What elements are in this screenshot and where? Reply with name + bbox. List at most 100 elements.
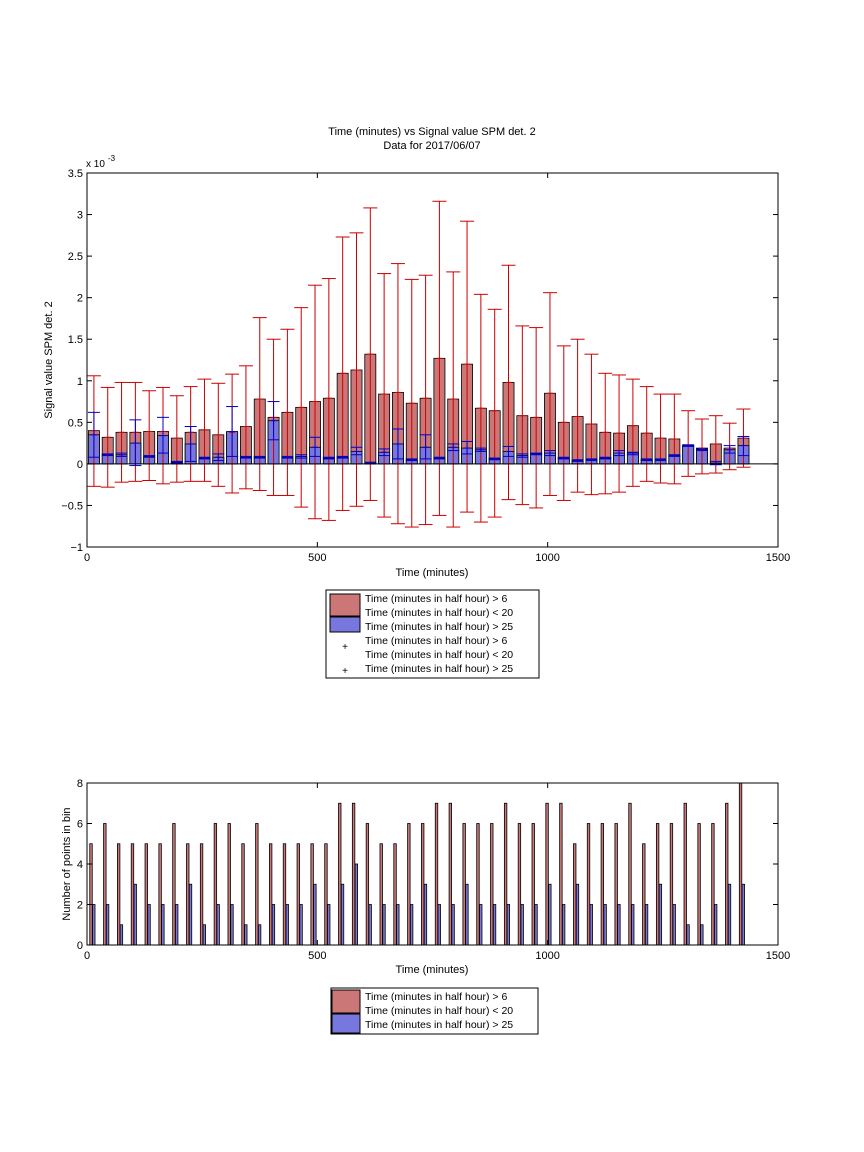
count-bar-blue [285, 904, 289, 946]
count-chart: 0 500 1000 1500 0 2 4 6 8 Time (minutes) Number… [61, 778, 790, 1035]
count-bar-red [614, 823, 618, 946]
count-bar-red [213, 823, 218, 946]
count-bar-red [89, 843, 93, 946]
signal-x-tick-label: 0 [84, 552, 90, 564]
count-bar-red [393, 843, 397, 946]
count-bar-red [462, 823, 466, 946]
count-legend-label-red-line2: Time (minutes in half hour) < 20 [365, 1005, 513, 1017]
signal-chart-subtitle: Data for 2017/06/07 [383, 140, 480, 152]
count-bar-blue [396, 904, 400, 946]
signal-y-tick-label: 2 [77, 293, 83, 305]
count-bar-blue [714, 904, 718, 946]
count-bar-red [738, 782, 743, 946]
count-bar-red [503, 802, 508, 946]
count-bar-blue [589, 904, 593, 946]
count-x-tick-label: 1000 [535, 950, 559, 962]
signal-y-axis: −1 −0.5 0 0.5 1 1.5 2 2.5 3 3.5 [61, 168, 778, 554]
count-bar-blue [382, 904, 386, 946]
count-legend-label-blue: Time (minutes in half hour) > 25 [365, 1019, 513, 1031]
count-x-tick-label: 500 [308, 950, 326, 962]
legend-label-red-marker-line2: Time (minutes in half hour) < 20 [365, 649, 513, 661]
count-bar-blue [354, 863, 358, 946]
count-bar-red [434, 802, 439, 946]
signal-y-tick-label: 3.5 [68, 168, 83, 180]
count-bar-blue [313, 883, 317, 946]
signal-legend: Time (minutes in half hour) > 6 Time (mi… [325, 589, 540, 679]
count-bar-red [296, 843, 300, 946]
count-bar-blue [644, 904, 649, 946]
count-bar-red [199, 843, 204, 946]
count-legend: Time (minutes in half hour) > 6 Time (mi… [330, 987, 539, 1035]
count-bar-red [282, 843, 287, 946]
count-y-tick-label: 0 [77, 940, 83, 952]
count-bar-red [407, 823, 411, 946]
count-bar-red [586, 823, 591, 946]
count-bar-red [365, 823, 370, 946]
count-bar-red [683, 802, 687, 946]
count-legend-label-red-line1: Time (minutes in half hour) > 6 [365, 991, 507, 1003]
count-bar-red [531, 823, 535, 946]
signal-chart-title: Time (minutes) vs Signal value SPM det. … [328, 126, 535, 138]
count-bar-blue [299, 904, 303, 946]
count-bar-blue [188, 883, 193, 946]
count-bar-blue [700, 924, 704, 946]
count-bar-blue [520, 904, 524, 946]
count-bar-blue [479, 904, 483, 946]
count-bar-blue [327, 904, 331, 946]
legend-label-red-line1: Time (minutes in half hour) > 6 [365, 593, 507, 605]
count-bar-red [711, 823, 715, 946]
signal-x-axis-label: Time (minutes) [396, 567, 469, 579]
count-bar-blue [534, 904, 538, 946]
count-y-axis: 0 2 4 6 8 [77, 778, 778, 952]
count-legend-box [330, 987, 539, 1035]
count-bar-red [517, 823, 522, 946]
count-bar-blue [548, 883, 552, 946]
count-legend-patch-red [331, 989, 361, 1014]
count-bar-red [476, 823, 480, 946]
signal-y-tick-label: −0.5 [61, 500, 83, 512]
signal-legend-box [325, 589, 540, 679]
count-bar-blue [119, 924, 124, 946]
count-bar-red [227, 823, 231, 946]
count-bar-blue [506, 904, 511, 946]
signal-y-tick-label: 3 [77, 210, 83, 222]
count-bar-blue [340, 883, 345, 946]
count-bar-red [172, 823, 176, 946]
count-bar-blue [575, 883, 580, 946]
y-exponent-base: x 10 [86, 159, 105, 170]
count-bar-red [642, 843, 646, 946]
count-bar-blue [230, 904, 234, 946]
count-bar-red [144, 843, 148, 946]
count-bar-red [490, 823, 494, 946]
legend-patch-blue [329, 616, 361, 633]
count-bar-red [255, 823, 259, 946]
count-bar-blue [423, 883, 428, 946]
count-bar-blue [105, 904, 110, 946]
count-bar-red [269, 843, 273, 946]
count-bar-red [448, 802, 452, 946]
count-bar-blue [244, 924, 248, 946]
count-bar-blue [451, 904, 455, 946]
count-bar-blue [686, 924, 690, 946]
count-bar-blue [631, 904, 635, 946]
count-y-tick-label: 2 [77, 900, 83, 912]
y-exponent-power: -3 [108, 154, 116, 163]
count-bar-red [103, 823, 107, 946]
signal-y-tick-label: 1 [77, 376, 83, 388]
signal-y-axis-label: Signal value SPM det. 2 [43, 301, 55, 418]
count-bar-blue [437, 904, 441, 946]
count-bar-blue [92, 904, 96, 946]
count-bar-red [559, 802, 563, 946]
signal-x-tick-label: 1000 [535, 552, 559, 564]
signal-y-exponent: x 10 -3 [86, 154, 116, 170]
legend-marker-red: + [342, 642, 348, 653]
count-bar-blue [216, 904, 220, 946]
count-legend-patch-blue [331, 1013, 361, 1034]
count-bar-red [725, 802, 729, 946]
count-bar-red [338, 802, 342, 946]
count-bar-red [421, 823, 425, 946]
count-bar-red [158, 843, 162, 946]
count-bar-blue [603, 904, 607, 946]
count-x-axis: 0 500 1000 1500 [84, 783, 790, 962]
